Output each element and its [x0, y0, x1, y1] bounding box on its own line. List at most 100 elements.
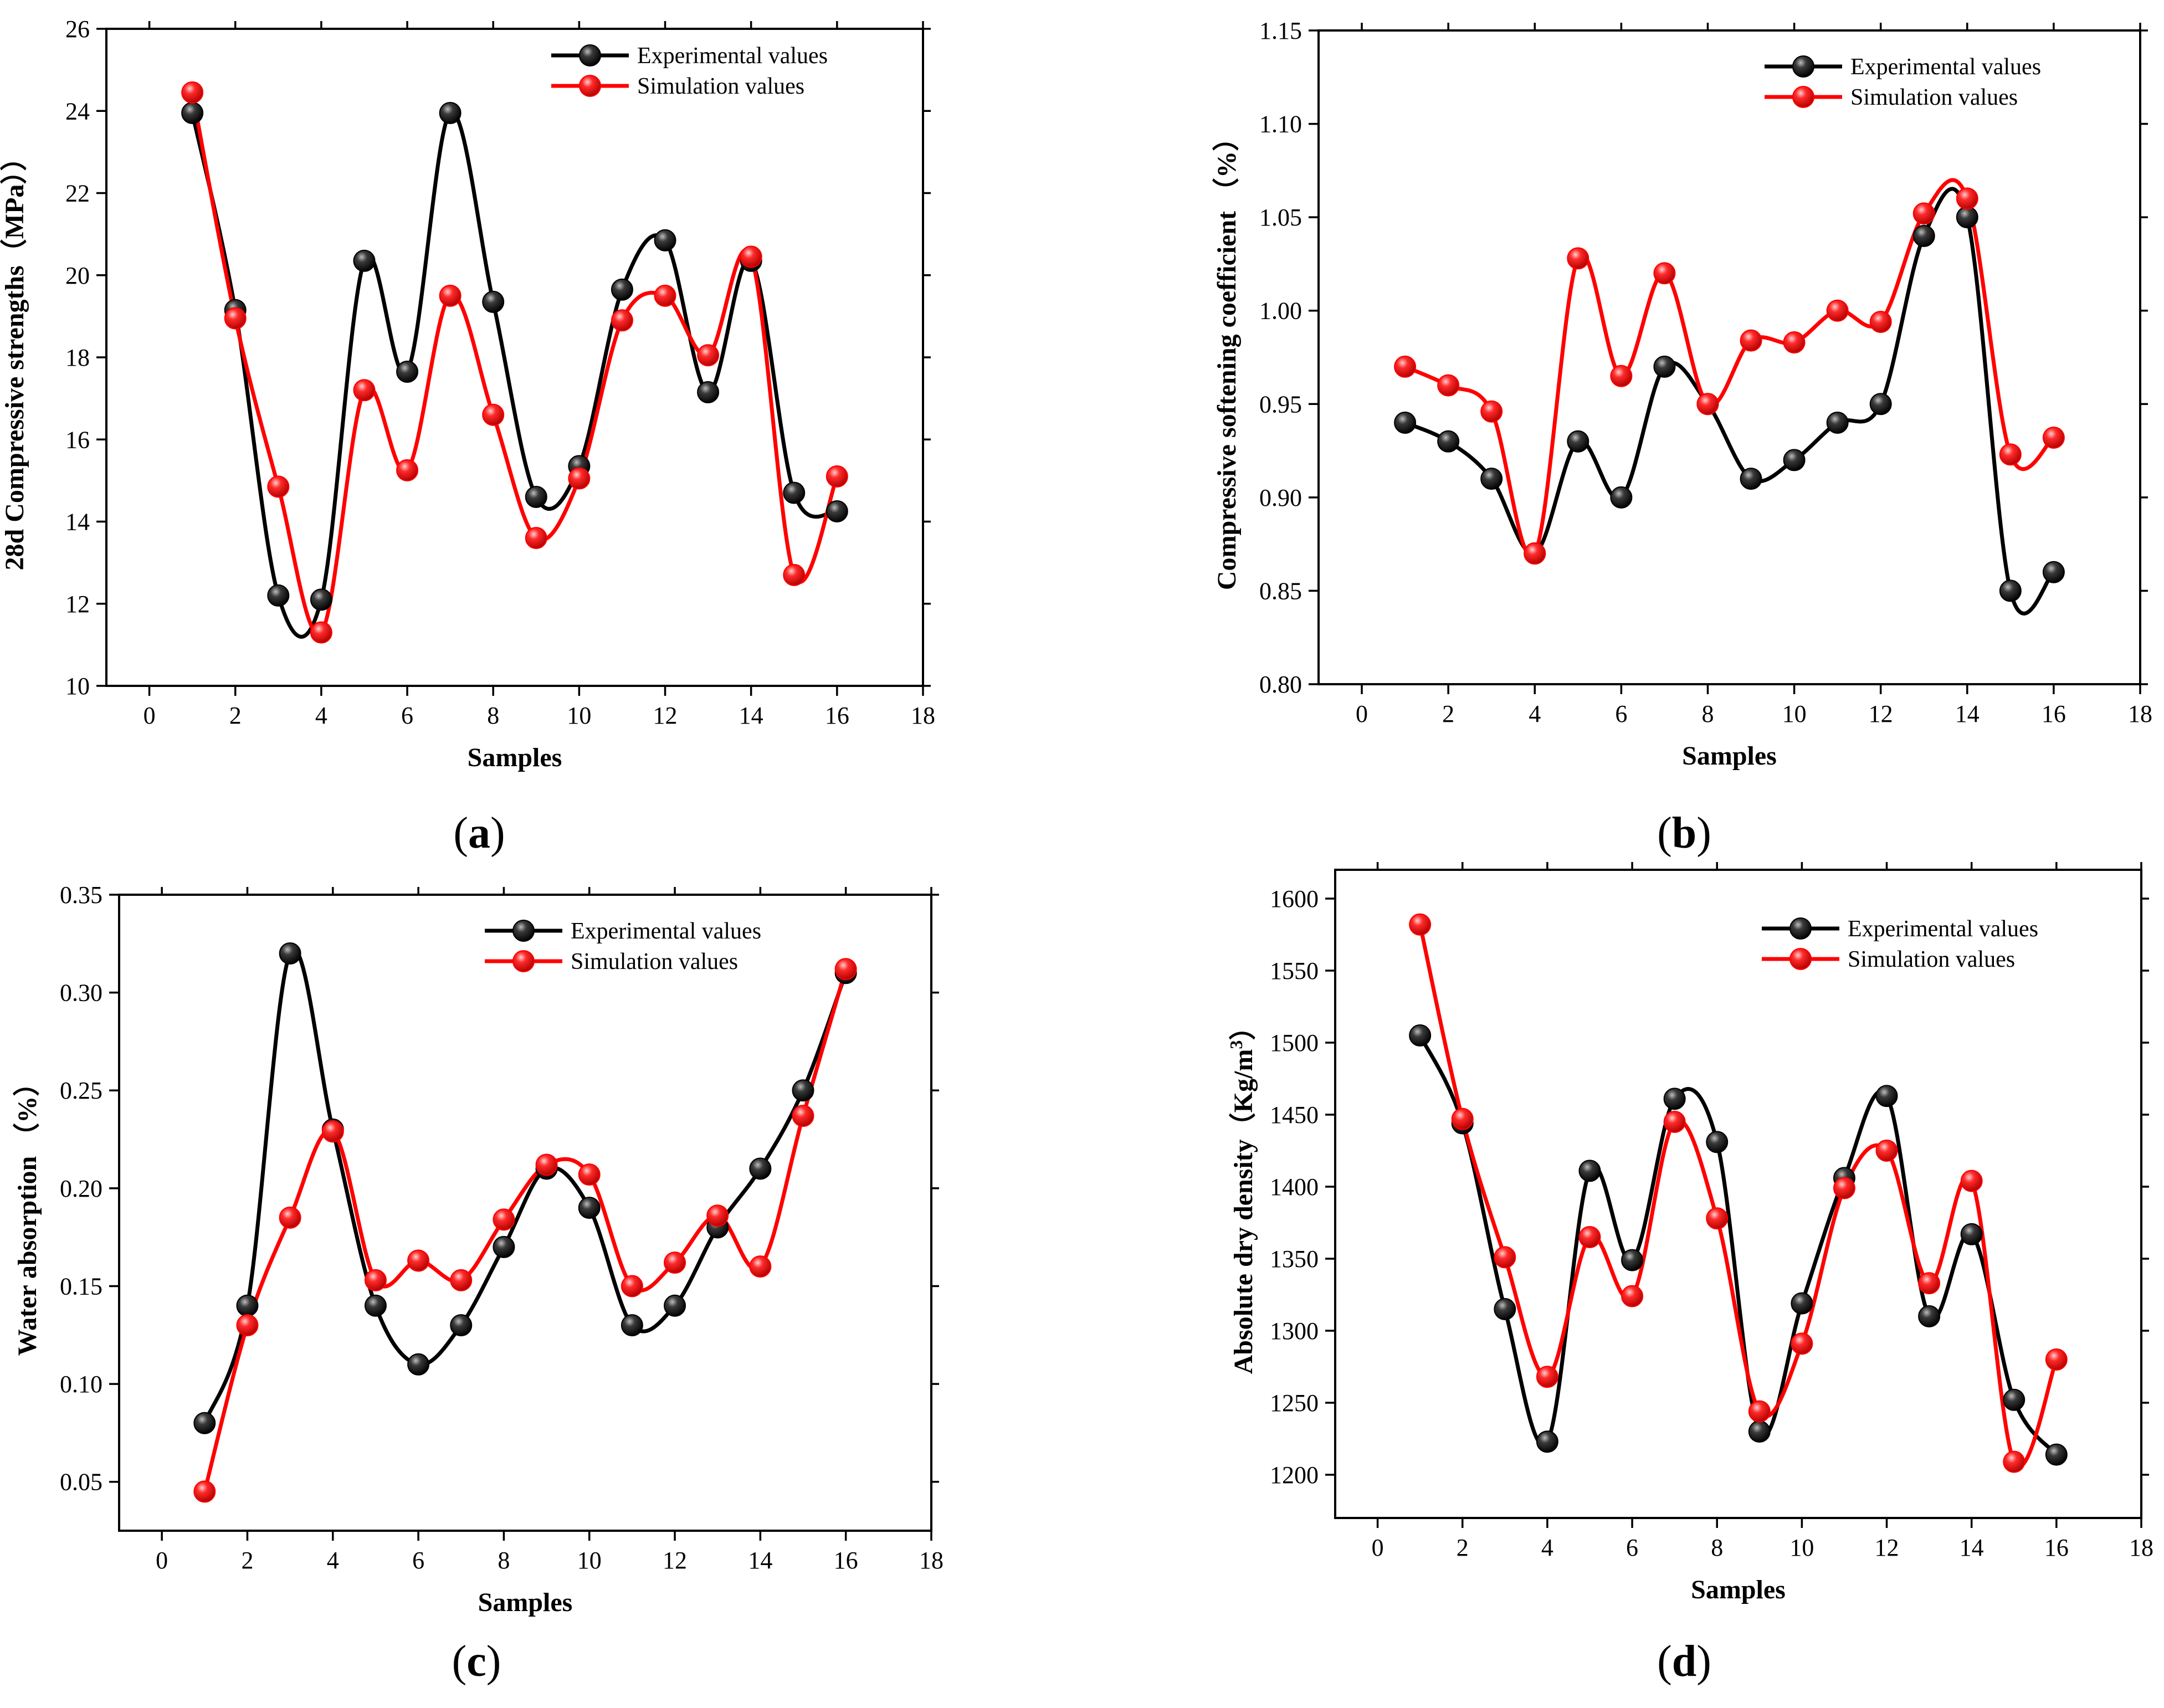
- data-point-simulation: [621, 1275, 643, 1297]
- legend-marker: [1789, 917, 1812, 940]
- legend-marker: [1792, 55, 1814, 78]
- data-point-simulation: [1409, 913, 1432, 936]
- data-point-experimental: [621, 1314, 643, 1337]
- data-point-experimental: [396, 360, 419, 383]
- x-tick-label: 4: [1541, 1534, 1553, 1561]
- data-point-experimental: [482, 290, 505, 313]
- data-point-experimental: [1740, 468, 1762, 490]
- chart-panel-a: 0 2 4 6 8 10 12 14 16 18101214161820222426Samples…: [0, 16, 935, 772]
- data-point-simulation: [1826, 299, 1849, 322]
- data-point-simulation: [1567, 247, 1589, 270]
- x-tick-label: 18: [2128, 700, 2152, 727]
- legend: Experimental values Simulation values: [1762, 916, 2038, 972]
- data-point-experimental: [611, 278, 633, 301]
- x-tick-label: 14: [1960, 1534, 1984, 1561]
- data-point-experimental: [1480, 468, 1503, 490]
- data-point-experimental: [439, 101, 461, 124]
- y-tick-label: 1400: [1270, 1173, 1319, 1201]
- x-tick-label: 6: [1615, 700, 1627, 727]
- plot-frame: [118, 894, 932, 1532]
- data-point-experimental: [1706, 1131, 1729, 1153]
- data-point-simulation: [1536, 1366, 1558, 1388]
- x-tick-label: 10: [577, 1547, 602, 1574]
- plot-frame: [1334, 869, 2142, 1519]
- y-axis-title-main: Absolute dry density（Kg/m: [1229, 1049, 1258, 1374]
- x-tick-label: 18: [911, 702, 935, 729]
- data-point-simulation: [654, 284, 676, 307]
- x-tick-label: 16: [2042, 700, 2066, 727]
- x-tick-label: 12: [1875, 1534, 1899, 1561]
- x-tick-label: 14: [748, 1547, 772, 1574]
- y-tick-label: 12: [65, 591, 90, 618]
- y-axis-title: Water absorption （%）: [13, 1070, 42, 1356]
- data-point-experimental: [493, 1235, 515, 1258]
- legend-marker: [1789, 948, 1812, 970]
- data-point-simulation: [1663, 1111, 1686, 1133]
- y-tick-label: 1.00: [1259, 298, 1302, 325]
- data-point-experimental: [236, 1294, 259, 1317]
- data-point-experimental: [1494, 1298, 1516, 1320]
- data-point-simulation: [1833, 1177, 1855, 1199]
- y-tick-label: 1300: [1270, 1317, 1319, 1345]
- y-tick-label: 1500: [1270, 1029, 1319, 1056]
- y-tick-label: 1.10: [1259, 111, 1302, 138]
- legend-marker: [1792, 86, 1814, 108]
- data-point-experimental: [1610, 486, 1633, 509]
- series-line-experimental: [203, 947, 848, 1424]
- x-tick-label: 10: [567, 702, 591, 729]
- y-tick-label: 0.85: [1259, 577, 1302, 604]
- chart-panel-d: 0 2 4 6 8 10 12 14 16 18 1200 1250 1300 1350 1400 1450 1…: [1226, 862, 2153, 1604]
- chart-panel-c: 0 2 4 6 8 10 12 14 16 18 0.05 0.10 0.15 0.20 0.25 0.30 0…: [13, 881, 943, 1617]
- x-axis-title: Samples: [468, 743, 562, 772]
- plot-frame: [105, 28, 924, 687]
- x-tick-label: 10: [1789, 1534, 1814, 1561]
- legend-label: Experimental values: [571, 919, 761, 944]
- y-tick-label: 24: [65, 98, 90, 125]
- data-point-experimental: [1783, 449, 1806, 471]
- legend-marker: [579, 44, 601, 66]
- chart-panel-b: 0 2 4 6 8 10 12 14 16 18 0.80 0.85 0.90 0.95 1.00 1.05 1…: [1212, 17, 2152, 771]
- data-point-simulation: [1706, 1207, 1729, 1230]
- x-tick-label: 6: [1626, 1534, 1638, 1561]
- data-point-simulation: [525, 527, 547, 550]
- y-tick-label: 1600: [1270, 885, 1319, 912]
- data-point-simulation: [2045, 1348, 2068, 1371]
- data-point-experimental: [353, 249, 376, 272]
- y-axis-title-sup: 3: [1226, 1040, 1246, 1049]
- data-point-experimental: [1578, 1160, 1601, 1182]
- legend: Experimental values Simulation values: [485, 919, 761, 974]
- series-line-simulation: [1418, 924, 2059, 1469]
- data-point-simulation: [1869, 310, 1892, 333]
- data-point-simulation: [224, 307, 247, 330]
- data-point-experimental: [2042, 561, 2065, 583]
- x-tick-label: 18: [2129, 1534, 2153, 1561]
- data-point-experimental: [181, 101, 204, 124]
- data-point-simulation: [439, 284, 461, 307]
- data-point-experimental: [1918, 1305, 1941, 1327]
- series-line-simulation: [202, 968, 848, 1492]
- x-tick-label: 0: [1372, 1534, 1384, 1561]
- x-tick-label: 18: [919, 1547, 943, 1574]
- y-tick-label: 1450: [1270, 1101, 1319, 1129]
- x-tick-label: 16: [825, 702, 849, 729]
- series-line-experimental: [1418, 1034, 2058, 1456]
- data-point-simulation: [834, 958, 857, 981]
- data-point-simulation: [450, 1269, 473, 1291]
- y-tick-label: 0.15: [60, 1273, 102, 1300]
- legend-label: Simulation values: [1850, 85, 2018, 110]
- panel-letter-a: (a): [453, 809, 505, 858]
- data-point-simulation: [611, 309, 633, 332]
- data-point-simulation: [279, 1206, 301, 1229]
- x-axis-title: Samples: [478, 1588, 573, 1617]
- data-point-simulation: [1956, 187, 1978, 210]
- data-point-experimental: [1912, 224, 1935, 247]
- data-point-experimental: [654, 229, 676, 252]
- data-point-simulation: [1912, 202, 1935, 225]
- data-point-simulation: [697, 344, 720, 367]
- x-tick-label: 6: [412, 1547, 424, 1574]
- data-point-experimental: [664, 1294, 686, 1317]
- data-point-simulation: [1783, 331, 1806, 354]
- data-point-simulation: [407, 1249, 430, 1272]
- y-tick-label: 1.05: [1259, 204, 1302, 231]
- data-point-simulation: [1480, 400, 1503, 423]
